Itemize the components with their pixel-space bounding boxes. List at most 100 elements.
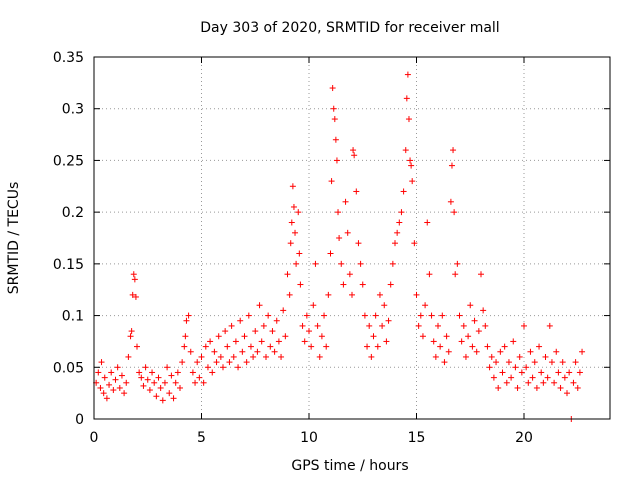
data-point (462, 353, 469, 360)
data-point (189, 369, 196, 376)
data-point (516, 353, 523, 360)
data-point (458, 338, 465, 345)
data-point (353, 188, 360, 195)
data-point (192, 379, 199, 386)
data-point (338, 260, 345, 267)
y-tick-label: 0.3 (62, 102, 84, 118)
data-point (295, 209, 302, 216)
data-point (239, 348, 246, 355)
data-point (448, 162, 455, 169)
data-point (508, 374, 515, 381)
data-point (157, 384, 164, 391)
data-point (557, 384, 564, 391)
data-point (527, 348, 534, 355)
data-point (409, 178, 416, 185)
data-point (538, 369, 545, 376)
data-point (323, 343, 330, 350)
data-point (548, 359, 555, 366)
data-point (269, 328, 276, 335)
data-point (400, 188, 407, 195)
data-point (284, 271, 291, 278)
data-point (424, 219, 431, 226)
data-point (292, 229, 299, 236)
data-point (100, 390, 107, 397)
data-point (469, 343, 476, 350)
data-point (164, 364, 171, 371)
y-tick-label: 0.1 (62, 309, 84, 325)
data-point (245, 312, 252, 319)
data-point (247, 343, 254, 350)
data-point (287, 240, 294, 247)
data-point (456, 312, 463, 319)
data-point (250, 353, 257, 360)
data-point (525, 379, 532, 386)
data-point (299, 322, 306, 329)
x-axis-label: GPS time / hours (291, 458, 408, 474)
data-point (172, 379, 179, 386)
data-point (551, 379, 558, 386)
data-point (151, 379, 158, 386)
data-point (325, 291, 332, 298)
data-point (183, 317, 190, 324)
data-point (196, 374, 203, 381)
data-point (142, 364, 149, 371)
data-point (415, 322, 422, 329)
data-point (394, 229, 401, 236)
data-point (112, 376, 119, 383)
data-point (252, 328, 259, 335)
data-point (404, 71, 411, 78)
data-point (181, 343, 188, 350)
data-point (101, 374, 108, 381)
data-point (374, 343, 381, 350)
data-point (405, 116, 412, 123)
data-point (407, 157, 414, 164)
data-point (576, 369, 583, 376)
data-point (114, 364, 121, 371)
data-point (499, 369, 506, 376)
data-point (490, 374, 497, 381)
data-point (132, 293, 139, 300)
data-point (389, 260, 396, 267)
data-point (211, 348, 218, 355)
y-tick-label: 0.2 (62, 205, 84, 221)
data-point (495, 384, 502, 391)
x-tick-label: 5 (197, 430, 206, 446)
data-point (330, 105, 337, 112)
data-point (408, 162, 415, 169)
data-point (289, 183, 296, 190)
data-point (328, 178, 335, 185)
data-point (215, 333, 222, 340)
data-point (533, 384, 540, 391)
data-point (540, 379, 547, 386)
data-point (544, 374, 551, 381)
y-axis-ticks: 0 0.05 0.1 0.15 0.2 0.25 0.3 0.35 (53, 50, 610, 428)
data-point (435, 322, 441, 329)
data-point (301, 338, 308, 345)
data-point (140, 382, 147, 389)
data-point (417, 312, 424, 319)
data-point (331, 116, 338, 123)
data-point (465, 333, 472, 340)
data-point (280, 307, 287, 314)
data-point (521, 322, 527, 329)
data-point (123, 379, 130, 386)
data-point (336, 235, 343, 241)
data-point (443, 333, 450, 340)
data-point (451, 209, 458, 216)
data-point (202, 343, 209, 350)
data-point (182, 333, 189, 340)
data-point (254, 348, 261, 355)
data-point (473, 348, 480, 355)
data-point (368, 353, 375, 360)
data-point (475, 328, 482, 335)
data-point (220, 364, 226, 371)
data-point (310, 302, 317, 309)
data-point (185, 312, 192, 319)
data-point (376, 291, 383, 298)
data-point (332, 136, 339, 143)
data-point (512, 364, 519, 371)
data-point (194, 359, 201, 366)
data-point (303, 312, 310, 319)
data-point (128, 328, 135, 335)
